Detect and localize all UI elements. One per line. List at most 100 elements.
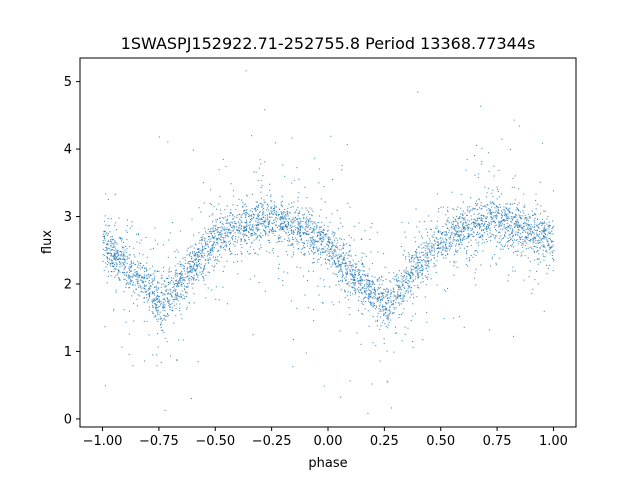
data-point <box>208 271 210 273</box>
data-point <box>400 275 402 277</box>
data-point <box>471 209 473 211</box>
data-point <box>431 245 433 247</box>
data-point <box>289 239 291 241</box>
data-point <box>210 204 212 206</box>
data-point <box>325 263 327 265</box>
data-point <box>221 256 223 258</box>
data-point <box>171 296 173 298</box>
data-point <box>516 207 518 209</box>
data-point <box>305 221 307 223</box>
data-point <box>183 267 185 269</box>
data-point <box>488 236 490 238</box>
data-point <box>441 249 443 251</box>
data-point <box>518 188 520 190</box>
data-point <box>170 288 172 290</box>
data-point <box>352 275 354 277</box>
data-point <box>167 277 169 279</box>
data-point <box>146 269 148 271</box>
data-point <box>252 233 254 235</box>
data-point <box>255 226 257 228</box>
data-point <box>189 268 191 270</box>
data-point <box>300 248 302 250</box>
data-point <box>164 280 166 282</box>
data-point <box>480 264 482 266</box>
data-point <box>154 303 156 305</box>
data-point <box>164 310 166 312</box>
data-point <box>189 265 191 267</box>
data-point <box>316 235 318 237</box>
data-point <box>138 262 140 264</box>
data-point <box>522 210 524 212</box>
data-point <box>370 251 372 253</box>
data-point <box>403 275 405 277</box>
data-point <box>433 247 435 249</box>
data-point <box>197 361 199 363</box>
data-point <box>507 245 509 247</box>
data-point <box>268 212 270 214</box>
data-point <box>334 249 336 251</box>
data-point <box>467 206 469 208</box>
data-point <box>257 180 259 182</box>
data-point <box>277 215 279 217</box>
data-point <box>107 234 109 236</box>
data-point <box>383 343 385 345</box>
data-point <box>142 282 144 284</box>
data-point <box>192 268 194 270</box>
data-point <box>228 229 230 231</box>
data-point <box>468 234 470 236</box>
data-point <box>157 346 159 348</box>
data-point <box>517 219 519 221</box>
data-point <box>176 280 178 282</box>
data-point <box>193 261 195 263</box>
data-point <box>447 211 449 213</box>
data-point <box>136 298 138 300</box>
data-point <box>390 319 392 321</box>
data-point <box>160 292 162 294</box>
data-point <box>350 237 352 239</box>
data-point <box>353 279 355 281</box>
data-point <box>503 219 505 221</box>
data-point <box>393 300 395 302</box>
data-point <box>464 222 466 224</box>
data-point <box>151 299 153 301</box>
data-point <box>330 242 332 244</box>
data-point <box>390 296 392 298</box>
data-point <box>360 278 362 280</box>
data-point <box>333 251 335 253</box>
data-point <box>537 239 539 241</box>
data-point <box>186 268 188 270</box>
data-point <box>415 256 417 258</box>
data-point <box>145 270 147 272</box>
data-point <box>112 255 114 257</box>
data-point <box>240 238 242 240</box>
data-point <box>480 204 482 206</box>
data-point <box>156 298 158 300</box>
data-point <box>147 299 149 301</box>
data-point <box>463 226 465 228</box>
data-point <box>306 279 308 281</box>
data-point <box>425 264 427 266</box>
data-point <box>416 257 418 259</box>
data-point <box>461 224 463 226</box>
data-point <box>400 289 402 291</box>
data-point <box>237 232 239 234</box>
data-point <box>491 214 493 216</box>
data-point <box>436 193 438 195</box>
data-point <box>112 262 114 264</box>
data-point <box>322 229 324 231</box>
data-point <box>176 293 178 295</box>
data-point <box>174 288 176 290</box>
data-point <box>345 262 347 264</box>
data-point <box>295 240 297 242</box>
data-point <box>114 276 116 278</box>
data-point <box>405 291 407 293</box>
data-point <box>205 230 207 232</box>
data-point <box>483 215 485 217</box>
data-point <box>515 223 517 225</box>
data-point <box>163 283 165 285</box>
data-point <box>163 331 165 333</box>
data-point <box>266 194 268 196</box>
data-point <box>518 125 520 127</box>
data-point <box>321 237 323 239</box>
data-point <box>443 257 445 259</box>
